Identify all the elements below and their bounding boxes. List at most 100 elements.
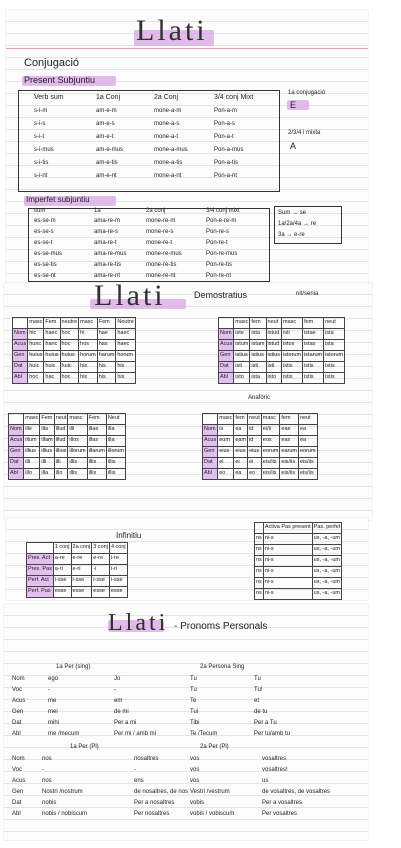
table-cell: illius bbox=[23, 446, 41, 458]
table-cell: his bbox=[115, 372, 136, 384]
table-header: fem bbox=[249, 317, 267, 329]
table-cell: Nom bbox=[217, 328, 235, 340]
case-label: Abl bbox=[12, 731, 21, 737]
table-cell: Nom bbox=[11, 328, 29, 340]
table-cell: illius bbox=[53, 446, 69, 458]
verb-form: mone-re-mus bbox=[146, 251, 182, 257]
case-label: Nom bbox=[12, 676, 25, 682]
table-row: Nom iste ista istud isti istae ista bbox=[217, 328, 346, 340]
column-header: 2a Conj bbox=[154, 94, 179, 101]
table-cell: istud bbox=[265, 328, 283, 340]
table-cell: hae bbox=[96, 328, 117, 340]
table-cell: isti bbox=[249, 361, 267, 373]
pronoun-catalan: - bbox=[134, 767, 136, 773]
table-row: Acus eum eam id eos eas ea bbox=[201, 435, 318, 447]
verb-form: mone-re-m bbox=[146, 218, 176, 224]
table-header: Neut bbox=[105, 413, 127, 425]
table-row: Pres. Pas a-ri e-ri -i i-ri bbox=[26, 564, 128, 576]
table-cell: istius bbox=[249, 350, 267, 362]
table-header: fem bbox=[302, 317, 325, 329]
pronoun-catalan: Jo bbox=[114, 676, 121, 682]
pronoun-catalan: - bbox=[114, 687, 116, 693]
table-cell: istum bbox=[233, 339, 251, 351]
pronoun-latin: vobis bbox=[190, 800, 205, 806]
table-cell: istius bbox=[233, 350, 251, 362]
table-cell: his bbox=[78, 361, 98, 373]
table-cell: illarum bbox=[86, 446, 107, 458]
table-cell: illa bbox=[105, 435, 127, 447]
table-row: ns ni-s us, -a, -um bbox=[254, 544, 343, 556]
table-cell: istis bbox=[302, 372, 325, 384]
table-cell: illi bbox=[67, 424, 88, 436]
table-cell: illud bbox=[53, 424, 69, 436]
table-row: Dat ei ei ei eis/iis eis/iis eis/iis bbox=[201, 457, 318, 469]
table-header bbox=[254, 522, 264, 534]
pronoun-catalan: de mi bbox=[114, 709, 129, 715]
verb-form: s-i-m bbox=[34, 108, 48, 114]
participle-table: Activa Pas present Pas. perfet ns ni-s us, -… bbox=[254, 522, 343, 600]
column-header: sum bbox=[34, 208, 46, 214]
pronoun-latin: Te /Tecum bbox=[190, 731, 218, 737]
table-cell: isto bbox=[265, 372, 283, 384]
table-row: ns ni-s us, -a, -um bbox=[254, 533, 343, 545]
verb-form: mone-re-tis bbox=[146, 262, 177, 268]
verb-form: Pon-a-tis bbox=[214, 160, 239, 166]
pronoun-catalan: vosaltres bbox=[262, 756, 287, 762]
table-cell: Abl bbox=[11, 372, 29, 384]
flashcard-infinitive: Infinitiu 1 conj 2a conj 3 conj 4 conj Pres.… bbox=[6, 518, 368, 600]
pronoun-catalan: Per nosaltres bbox=[134, 811, 170, 817]
table-cell: isto bbox=[233, 372, 251, 384]
table-cell: illud bbox=[53, 435, 69, 447]
infinitive-heading: Infinitiu bbox=[116, 531, 142, 540]
table-cell: hos bbox=[78, 339, 98, 351]
flashcard-present-subjunctive: Llati Conjugació Present Subjuntiu Verb … bbox=[6, 10, 368, 285]
table-cell: hunc bbox=[27, 339, 45, 351]
table-cell: earum bbox=[279, 446, 299, 458]
table-cell: hi bbox=[78, 328, 98, 340]
heading-1pl: 1a Per (Pl) bbox=[70, 744, 99, 750]
table-cell: ista bbox=[249, 328, 267, 340]
table-cell: e-ri bbox=[70, 564, 93, 576]
table-cell: Acus bbox=[201, 435, 219, 447]
card-subtitle: Demostratius bbox=[194, 290, 248, 300]
table-cell: eas bbox=[279, 435, 299, 447]
verb-form: Pon-re-t bbox=[206, 240, 228, 246]
pronoun-latin: Te bbox=[190, 698, 197, 704]
table-row: Nom ille illa illud illi illae illa bbox=[7, 424, 127, 436]
table-row: Abl eo ea eo eis/iis eis/iis eis/iis bbox=[201, 468, 318, 480]
table-cell: ns bbox=[254, 555, 264, 567]
table-cell: istae bbox=[302, 328, 325, 340]
table-cell: i-ri bbox=[108, 564, 128, 576]
table-cell: isti bbox=[281, 328, 304, 340]
table-cell: esse bbox=[91, 586, 110, 598]
title-highlight bbox=[134, 30, 214, 46]
verb-form: am-e-t bbox=[96, 134, 114, 140]
table-cell: eis/iis bbox=[297, 457, 318, 469]
table-cell: ns bbox=[254, 544, 264, 556]
table-cell: istos bbox=[281, 339, 304, 351]
verb-form: ama-re-s bbox=[94, 229, 119, 235]
table-cell: huius bbox=[59, 350, 80, 362]
table-cell: eo bbox=[217, 468, 235, 480]
table-cell: Nom bbox=[7, 424, 25, 436]
table-cell: istas bbox=[302, 339, 325, 351]
table-cell: haec bbox=[43, 328, 61, 340]
imperf-rule: 1a/2a/4a → re bbox=[278, 221, 317, 227]
table-header bbox=[217, 317, 235, 329]
side-value-2: A bbox=[290, 141, 297, 151]
table-cell: huic bbox=[27, 361, 45, 373]
verb-form: am-e-tis bbox=[96, 160, 118, 166]
column-header: 3/4 conj mixt bbox=[206, 208, 240, 214]
table-cell: haec bbox=[115, 339, 136, 351]
verb-form: Pon-re-s bbox=[206, 229, 230, 235]
table-cell: his bbox=[96, 361, 117, 373]
table-cell: istius bbox=[265, 350, 283, 362]
table-cell: i-sse bbox=[52, 575, 72, 587]
table-cell: hanc bbox=[43, 339, 61, 351]
verb-form: Pon-a-t bbox=[214, 134, 234, 140]
column-header: 2a conj bbox=[146, 208, 166, 214]
pronoun-catalan: et bbox=[254, 698, 260, 704]
table-cell: huic bbox=[59, 361, 80, 373]
table-cell: ea bbox=[297, 424, 318, 436]
table-header bbox=[201, 413, 219, 425]
